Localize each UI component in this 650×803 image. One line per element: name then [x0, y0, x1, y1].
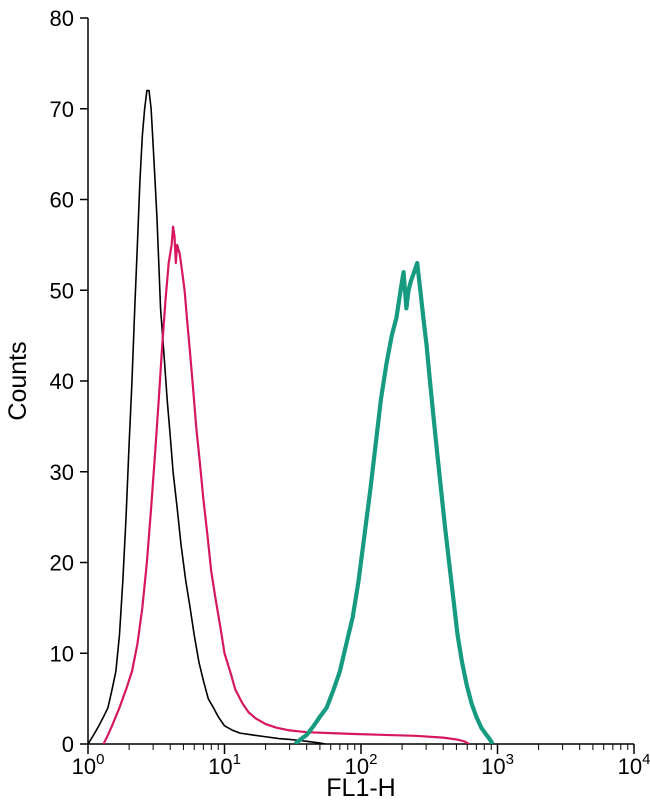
chart-svg: 01020304050607080Counts100101102103104FL…: [0, 0, 650, 803]
y-tick-label: 50: [50, 278, 74, 303]
y-axis-label: Counts: [4, 341, 32, 420]
y-tick-label: 60: [50, 188, 74, 213]
y-tick-label: 10: [50, 641, 74, 666]
y-tick-label: 40: [50, 369, 74, 394]
x-axis-label: FL1-H: [326, 774, 395, 802]
flow-cytometry-histogram: 01020304050607080Counts100101102103104FL…: [0, 0, 650, 803]
y-tick-label: 80: [50, 6, 74, 31]
y-tick-label: 70: [50, 97, 74, 122]
y-tick-label: 20: [50, 551, 74, 576]
y-tick-label: 30: [50, 460, 74, 485]
